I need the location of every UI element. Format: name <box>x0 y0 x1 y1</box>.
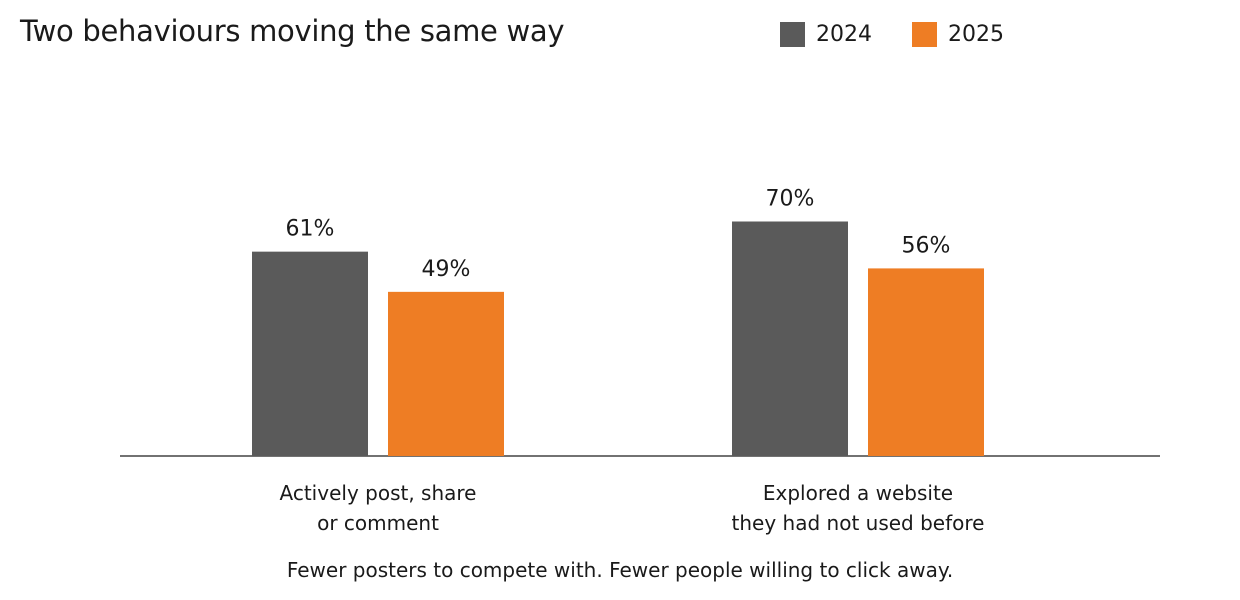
legend-item-2024: 2024 <box>780 22 872 47</box>
category-label-actively-post: Actively post, share or comment <box>198 478 558 538</box>
bar-2024-actively-post <box>252 251 368 456</box>
chart-legend: 2024 2025 <box>780 22 1044 47</box>
category-label-line: they had not used before <box>731 511 985 535</box>
legend-item-2025: 2025 <box>912 22 1004 47</box>
bar-2024-explored-website <box>732 221 848 456</box>
chart-title: Two behaviours moving the same way <box>20 14 565 48</box>
chart-footnote: Fewer posters to compete with. Fewer peo… <box>286 558 954 582</box>
category-label-line: Explored a website <box>762 481 954 505</box>
bar-2025-explored-website <box>868 268 984 456</box>
category-label-line: Actively post, share <box>279 481 477 505</box>
value-label-2024-actively-post: 61% <box>286 217 335 242</box>
legend-swatch-2024 <box>780 22 805 47</box>
legend-label-2024: 2024 <box>816 22 872 47</box>
category-label-line: or comment <box>317 511 439 535</box>
bar-2025-actively-post <box>388 291 504 456</box>
legend-swatch-2025 <box>912 22 937 47</box>
category-label-explored-website: Explored a website they had not used befo… <box>678 478 1038 538</box>
value-label-2025-actively-post: 49% <box>422 257 471 282</box>
legend-label-2025: 2025 <box>948 22 1004 47</box>
value-label-2024-explored-website: 70% <box>766 187 815 212</box>
value-label-2025-explored-website: 56% <box>902 233 951 258</box>
